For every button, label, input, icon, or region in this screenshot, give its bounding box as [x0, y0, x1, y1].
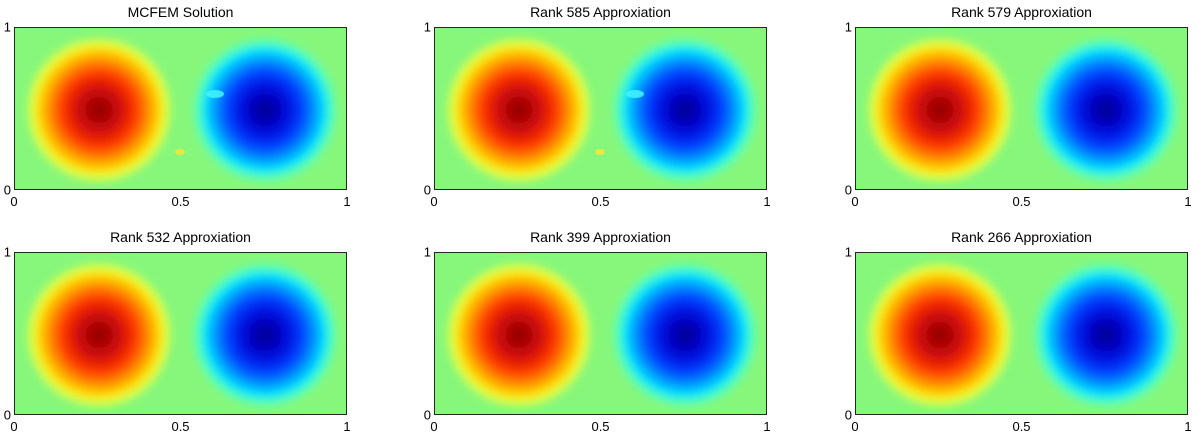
y-tick-label: 0 — [423, 182, 431, 198]
cold-region — [1032, 36, 1180, 184]
x-tick-label: 0 — [430, 419, 438, 434]
hot-region — [866, 261, 1014, 409]
y-tick-label: 1 — [844, 244, 852, 260]
x-tick-label: 0.5 — [1012, 194, 1031, 209]
y-tick-label: 0 — [3, 182, 11, 198]
cold-region — [611, 261, 759, 409]
heatmap-plot — [14, 252, 347, 415]
y-tick-label: 1 — [844, 19, 852, 35]
x-tick-label: 0 — [10, 194, 18, 209]
chart-title: Rank 532 Approxiation — [110, 229, 251, 245]
artifact-spot — [175, 149, 185, 155]
cold-region — [1032, 261, 1180, 409]
y-tick-label: 1 — [423, 244, 431, 260]
x-tick-label: 0 — [10, 419, 18, 434]
x-tick-label: 0.5 — [591, 194, 610, 209]
heatmap-plot — [434, 252, 767, 415]
cold-region — [611, 36, 759, 184]
heatmap-field — [15, 253, 346, 414]
y-tick-label: 0 — [3, 407, 11, 423]
y-tick-label: 1 — [3, 244, 11, 260]
x-tick-label: 0.5 — [1012, 419, 1031, 434]
heatmap-plot — [434, 27, 767, 190]
heatmap-plot — [855, 27, 1188, 190]
y-tick-label: 0 — [423, 407, 431, 423]
hot-region — [25, 261, 173, 409]
x-tick-label: 0.5 — [171, 419, 190, 434]
x-tick-label: 0 — [851, 194, 859, 209]
hot-region — [445, 36, 593, 184]
heatmap-field — [435, 28, 766, 189]
y-tick-label: 1 — [3, 19, 11, 35]
chart-title: Rank 585 Approxiation — [530, 4, 671, 20]
artifact-spot — [595, 149, 605, 155]
x-tick-label: 1 — [763, 419, 771, 434]
heatmap-field — [435, 253, 766, 414]
y-tick-label: 0 — [844, 407, 852, 423]
x-tick-label: 0 — [851, 419, 859, 434]
y-tick-label: 1 — [423, 19, 431, 35]
x-tick-label: 0 — [430, 194, 438, 209]
hot-region — [25, 36, 173, 184]
heatmap-field — [15, 28, 346, 189]
hot-region — [445, 261, 593, 409]
y-tick-label: 0 — [844, 182, 852, 198]
x-tick-label: 1 — [1184, 419, 1192, 434]
x-tick-label: 1 — [343, 419, 351, 434]
chart-title: Rank 399 Approxiation — [530, 229, 671, 245]
chart-title: Rank 266 Approxiation — [951, 229, 1092, 245]
x-tick-label: 0.5 — [591, 419, 610, 434]
artifact-spot — [206, 90, 224, 98]
heatmap-field — [856, 28, 1187, 189]
x-tick-label: 1 — [1184, 194, 1192, 209]
heatmap-plot — [14, 27, 347, 190]
artifact-spot — [626, 90, 644, 98]
chart-title: Rank 579 Approxiation — [951, 4, 1092, 20]
heatmap-plot — [855, 252, 1188, 415]
x-tick-label: 1 — [343, 194, 351, 209]
hot-region — [866, 36, 1014, 184]
cold-region — [191, 36, 339, 184]
cold-region — [191, 261, 339, 409]
x-tick-label: 0.5 — [171, 194, 190, 209]
chart-title: MCFEM Solution — [127, 4, 234, 20]
x-tick-label: 1 — [763, 194, 771, 209]
heatmap-field — [856, 253, 1187, 414]
